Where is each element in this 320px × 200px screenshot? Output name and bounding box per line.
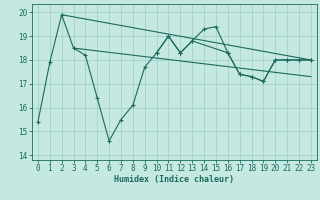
X-axis label: Humidex (Indice chaleur): Humidex (Indice chaleur): [115, 175, 234, 184]
